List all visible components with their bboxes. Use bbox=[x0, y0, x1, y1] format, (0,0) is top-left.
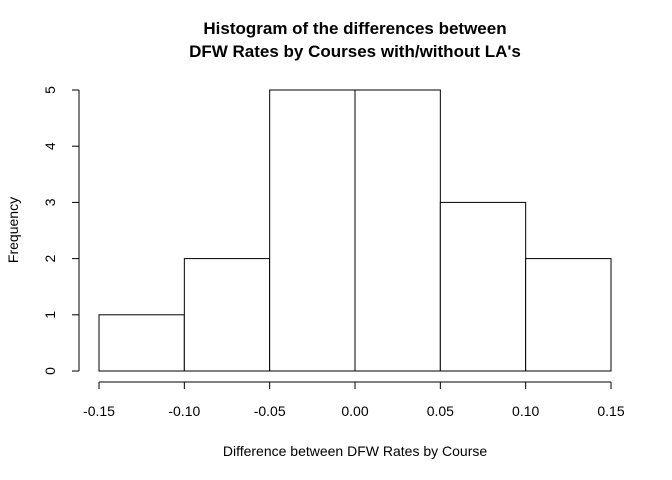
x-tick-label-6: 0.15 bbox=[597, 403, 624, 419]
y-tick-label-1: 1 bbox=[42, 311, 58, 319]
y-tick-label-4: 4 bbox=[42, 142, 58, 150]
histogram-bar-0 bbox=[98, 314, 185, 372]
x-tick-label-0: -0.15 bbox=[83, 403, 115, 419]
y-tick-label-2: 2 bbox=[42, 254, 58, 262]
y-tick-label-3: 3 bbox=[42, 198, 58, 206]
x-axis: -0.15 -0.10 -0.05 0.00 0.05 0.10 0.15 bbox=[83, 381, 625, 419]
x-tick-label-2: -0.05 bbox=[254, 403, 286, 419]
x-tick-label-5: 0.10 bbox=[512, 403, 539, 419]
histogram-bar-5 bbox=[525, 258, 612, 372]
x-axis-label: Difference between DFW Rates by Course bbox=[223, 443, 488, 459]
histogram-bar-4 bbox=[439, 201, 527, 372]
histogram-bar-3 bbox=[354, 89, 441, 372]
x-tick-label-1: -0.10 bbox=[168, 403, 200, 419]
x-tick-label-4: 0.05 bbox=[427, 403, 454, 419]
y-tick-label-5: 5 bbox=[42, 86, 58, 94]
chart-title-line-1: Histogram of the differences between bbox=[203, 19, 506, 38]
y-axis-label: Frequency bbox=[5, 197, 21, 263]
chart-title-line-2: DFW Rates by Courses with/without LA's bbox=[189, 42, 521, 61]
x-tick-label-3: 0.00 bbox=[341, 403, 368, 419]
y-tick-label-0: 0 bbox=[42, 367, 58, 375]
histogram-bar-1 bbox=[183, 258, 271, 372]
histogram-bar-2 bbox=[269, 89, 356, 372]
histogram-bars bbox=[98, 89, 612, 372]
y-axis: 0 1 2 3 4 5 bbox=[42, 86, 80, 375]
